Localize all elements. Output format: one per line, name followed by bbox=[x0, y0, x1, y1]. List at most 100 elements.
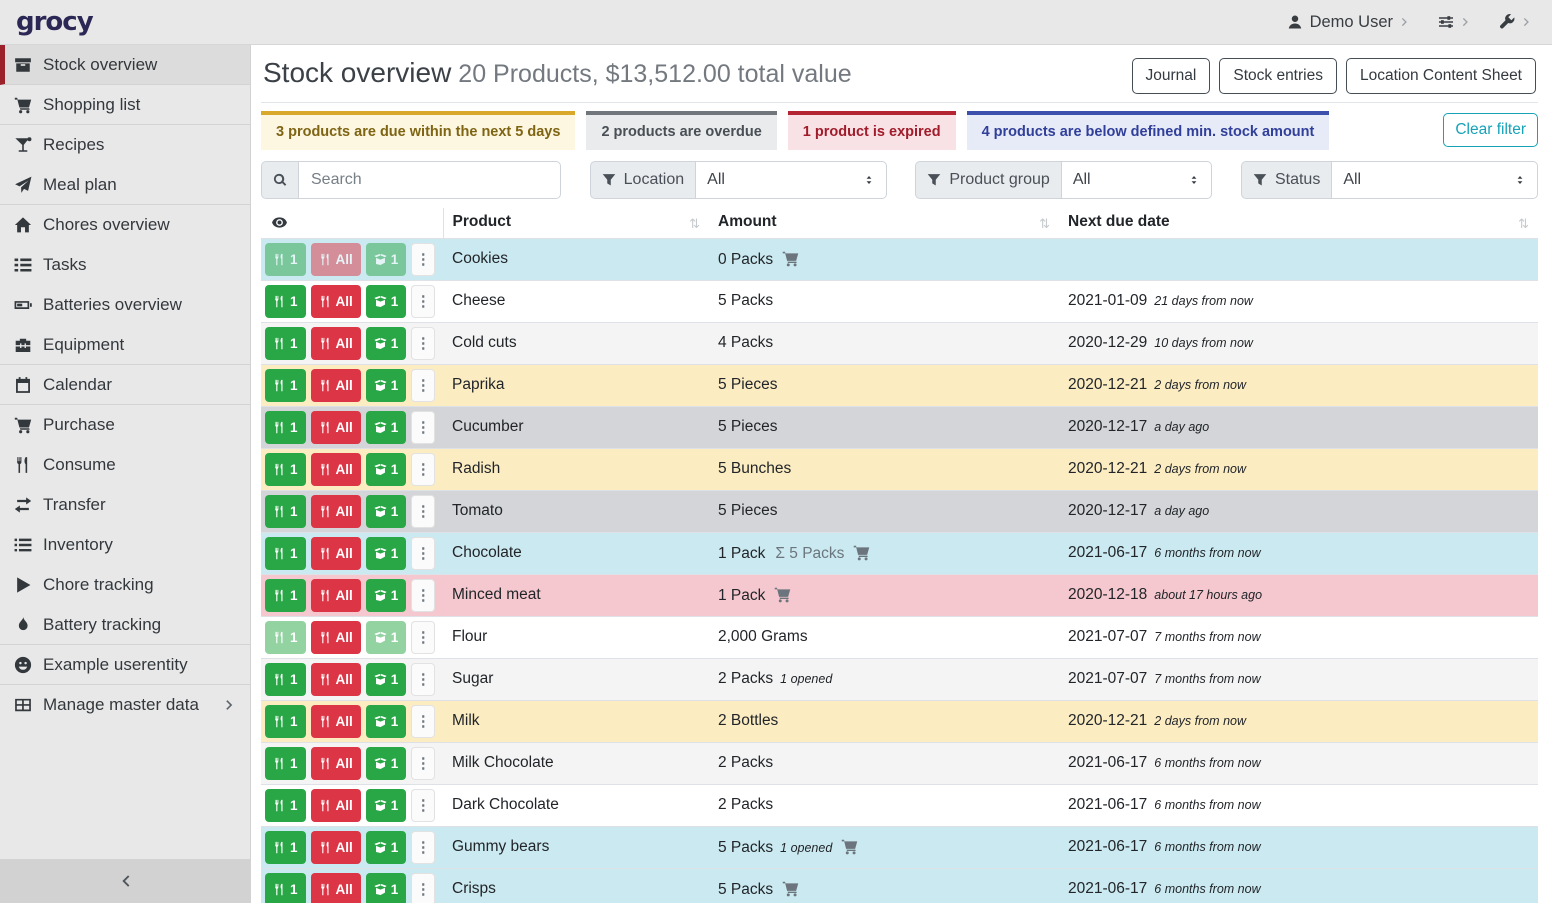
consume-all-button[interactable]: All bbox=[310, 704, 361, 738]
consume-all-button[interactable]: All bbox=[310, 452, 361, 486]
column-header-amount[interactable]: Amount ⇅ bbox=[709, 208, 1059, 239]
admin-menu[interactable] bbox=[1499, 14, 1532, 30]
consume-one-button[interactable]: 1 bbox=[265, 662, 306, 696]
product-group-select[interactable]: All bbox=[1060, 161, 1213, 199]
open-one-button[interactable]: 1 bbox=[365, 620, 407, 654]
row-menu-button[interactable]: ⋮ bbox=[411, 452, 436, 486]
eye-icon[interactable] bbox=[271, 214, 288, 231]
sidebar-item-transfer[interactable]: Transfer bbox=[0, 485, 250, 525]
row-menu-button[interactable]: ⋮ bbox=[411, 578, 436, 612]
sidebar-item-chores-overview[interactable]: Chores overview bbox=[0, 205, 250, 245]
sort-icon[interactable]: ⇅ bbox=[689, 216, 700, 232]
row-menu-button[interactable]: ⋮ bbox=[411, 494, 436, 528]
row-menu-button[interactable]: ⋮ bbox=[411, 704, 436, 738]
consume-one-button[interactable]: 1 bbox=[265, 242, 306, 276]
open-one-button[interactable]: 1 bbox=[365, 746, 407, 780]
clear-filter-button[interactable]: Clear filter bbox=[1443, 113, 1538, 147]
consume-all-button[interactable]: All bbox=[310, 326, 361, 360]
stock-entries-button[interactable]: Stock entries bbox=[1219, 58, 1337, 94]
open-one-button[interactable]: 1 bbox=[365, 536, 407, 570]
consume-all-button[interactable]: All bbox=[310, 284, 361, 318]
consume-one-button[interactable]: 1 bbox=[265, 494, 306, 528]
sidebar-item-battery-tracking[interactable]: Battery tracking bbox=[0, 605, 250, 645]
search-input[interactable] bbox=[298, 161, 561, 199]
consume-one-button[interactable]: 1 bbox=[265, 284, 306, 318]
sort-icon[interactable]: ⇅ bbox=[1518, 216, 1529, 232]
consume-one-button[interactable]: 1 bbox=[265, 704, 306, 738]
sidebar-item-consume[interactable]: Consume bbox=[0, 445, 250, 485]
open-one-button[interactable]: 1 bbox=[365, 452, 407, 486]
consume-all-button[interactable]: All bbox=[310, 494, 361, 528]
open-one-button[interactable]: 1 bbox=[365, 830, 407, 864]
banner-warning[interactable]: 3 products are due within the next 5 day… bbox=[261, 110, 576, 150]
sidebar-item-purchase[interactable]: Purchase bbox=[0, 405, 250, 445]
consume-all-button[interactable]: All bbox=[310, 242, 361, 276]
shopping-cart-icon[interactable] bbox=[774, 586, 791, 603]
consume-one-button[interactable]: 1 bbox=[265, 830, 306, 864]
journal-button[interactable]: Journal bbox=[1131, 58, 1211, 94]
open-one-button[interactable]: 1 bbox=[365, 704, 407, 738]
sidebar-item-calendar[interactable]: Calendar bbox=[0, 365, 250, 405]
consume-all-button[interactable]: All bbox=[310, 746, 361, 780]
consume-one-button[interactable]: 1 bbox=[265, 326, 306, 360]
consume-all-button[interactable]: All bbox=[310, 662, 361, 696]
consume-all-button[interactable]: All bbox=[310, 410, 361, 444]
settings-menu[interactable] bbox=[1438, 14, 1471, 30]
consume-one-button[interactable]: 1 bbox=[265, 578, 306, 612]
open-one-button[interactable]: 1 bbox=[365, 662, 407, 696]
shopping-cart-icon[interactable] bbox=[782, 250, 799, 267]
banner-danger[interactable]: 1 product is expired bbox=[787, 110, 956, 150]
sidebar-item-manage-master-data[interactable]: Manage master data bbox=[0, 685, 250, 725]
consume-one-button[interactable]: 1 bbox=[265, 410, 306, 444]
consume-one-button[interactable]: 1 bbox=[265, 452, 306, 486]
sidebar-item-equipment[interactable]: Equipment bbox=[0, 325, 250, 365]
shopping-cart-icon[interactable] bbox=[853, 544, 870, 561]
sidebar-item-shopping-list[interactable]: Shopping list bbox=[0, 85, 250, 125]
row-menu-button[interactable]: ⋮ bbox=[411, 746, 436, 780]
sidebar-item-batteries-overview[interactable]: Batteries overview bbox=[0, 285, 250, 325]
banner-infoblue[interactable]: 4 products are below defined min. stock … bbox=[966, 110, 1330, 150]
sidebar-item-chore-tracking[interactable]: Chore tracking bbox=[0, 565, 250, 605]
column-header-product[interactable]: Product ⇅ bbox=[442, 208, 709, 239]
sidebar-item-stock-overview[interactable]: Stock overview bbox=[0, 45, 250, 85]
sort-icon[interactable]: ⇅ bbox=[1039, 216, 1050, 232]
row-menu-button[interactable]: ⋮ bbox=[411, 830, 436, 864]
consume-one-button[interactable]: 1 bbox=[265, 620, 306, 654]
row-menu-button[interactable]: ⋮ bbox=[411, 872, 436, 903]
open-one-button[interactable]: 1 bbox=[365, 788, 407, 822]
row-menu-button[interactable]: ⋮ bbox=[411, 536, 436, 570]
row-menu-button[interactable]: ⋮ bbox=[411, 284, 436, 318]
shopping-cart-icon[interactable] bbox=[782, 880, 799, 897]
banner-secondary[interactable]: 2 products are overdue bbox=[586, 110, 777, 150]
shopping-cart-icon[interactable] bbox=[841, 838, 858, 855]
consume-one-button[interactable]: 1 bbox=[265, 872, 306, 903]
row-menu-button[interactable]: ⋮ bbox=[411, 368, 436, 402]
open-one-button[interactable]: 1 bbox=[365, 284, 407, 318]
open-one-button[interactable]: 1 bbox=[365, 242, 407, 276]
sidebar-item-meal-plan[interactable]: Meal plan bbox=[0, 165, 250, 205]
open-one-button[interactable]: 1 bbox=[365, 578, 407, 612]
consume-all-button[interactable]: All bbox=[310, 578, 361, 612]
consume-one-button[interactable]: 1 bbox=[265, 368, 306, 402]
consume-all-button[interactable]: All bbox=[310, 788, 361, 822]
sidebar-item-recipes[interactable]: Recipes bbox=[0, 125, 250, 165]
row-menu-button[interactable]: ⋮ bbox=[411, 242, 436, 276]
row-menu-button[interactable]: ⋮ bbox=[411, 788, 436, 822]
row-menu-button[interactable]: ⋮ bbox=[411, 410, 436, 444]
location-content-sheet-button[interactable]: Location Content Sheet bbox=[1345, 58, 1536, 94]
sidebar-item-inventory[interactable]: Inventory bbox=[0, 525, 250, 565]
location-select[interactable]: All bbox=[695, 161, 887, 199]
open-one-button[interactable]: 1 bbox=[365, 494, 407, 528]
open-one-button[interactable]: 1 bbox=[365, 326, 407, 360]
open-one-button[interactable]: 1 bbox=[365, 410, 407, 444]
app-logo[interactable]: grocy bbox=[16, 7, 94, 37]
consume-all-button[interactable]: All bbox=[310, 536, 361, 570]
row-menu-button[interactable]: ⋮ bbox=[411, 620, 436, 654]
consume-all-button[interactable]: All bbox=[310, 620, 361, 654]
consume-one-button[interactable]: 1 bbox=[265, 746, 306, 780]
row-menu-button[interactable]: ⋮ bbox=[411, 662, 436, 696]
consume-one-button[interactable]: 1 bbox=[265, 536, 306, 570]
user-menu[interactable]: Demo User bbox=[1287, 13, 1410, 32]
open-one-button[interactable]: 1 bbox=[365, 368, 407, 402]
sidebar-item-tasks[interactable]: Tasks bbox=[0, 245, 250, 285]
